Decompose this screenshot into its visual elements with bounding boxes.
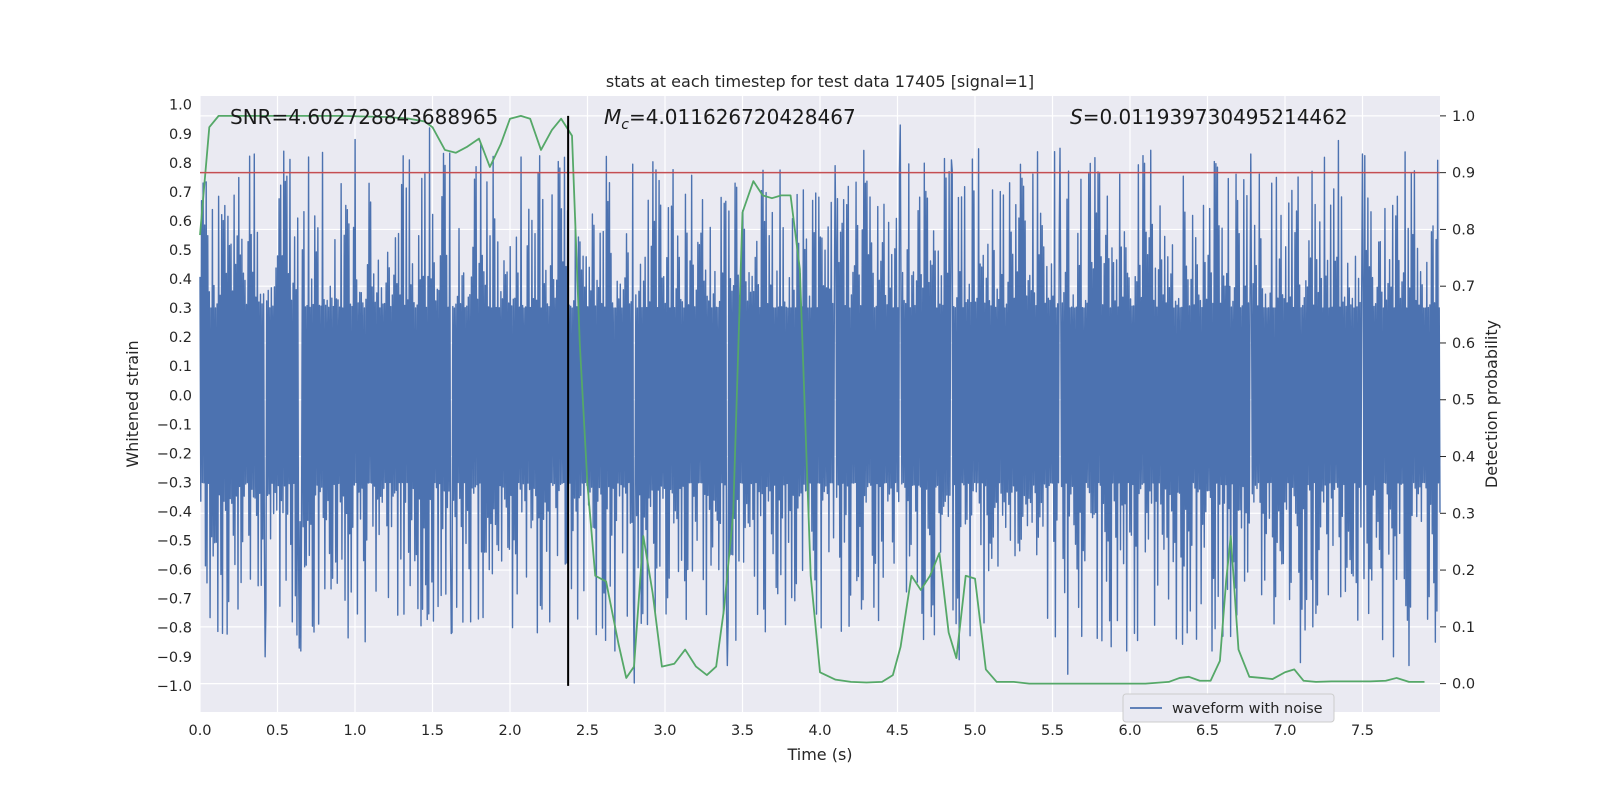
left-y-tick-label: −0.1	[157, 417, 192, 433]
left-y-tick-label: 0.5	[169, 243, 192, 259]
x-tick-label: 7.5	[1351, 723, 1374, 739]
x-tick-label: 3.5	[731, 723, 754, 739]
left-y-tick-label: 0.2	[169, 330, 192, 346]
left-y-tick-label: −0.8	[157, 621, 192, 637]
left-y-axis-ticks: 1.0 0.9 0.8 0.7 0.6 0.5 0.4 0.3 0.2 0.1 0.0 −0.1 −0.…	[157, 98, 192, 695]
left-y-tick-label: −1.0	[157, 679, 192, 695]
legend-label: waveform with noise	[1172, 701, 1323, 717]
left-y-tick-label: 0.9	[169, 127, 192, 143]
left-y-tick-label: 0.0	[169, 388, 192, 404]
right-y-tick-label: 0.8	[1452, 222, 1475, 238]
waveform-line	[199, 124, 1441, 684]
right-y-tick-label: 0.2	[1452, 563, 1475, 579]
right-y-tick-label: 0.1	[1452, 620, 1475, 636]
x-tick-label: 5.0	[963, 723, 986, 739]
left-y-tick-label: 0.3	[169, 301, 192, 317]
left-y-tick-label: −0.2	[157, 446, 192, 462]
x-tick-label: 2.0	[498, 723, 521, 739]
x-tick-label: 2.5	[576, 723, 599, 739]
x-tick-label: 0.5	[266, 723, 289, 739]
legend: waveform with noise	[1122, 693, 1335, 723]
left-y-tick-label: −0.9	[157, 650, 192, 666]
left-y-tick-label: −0.5	[157, 534, 192, 550]
right-y-axis-label: Detection probability	[1482, 320, 1501, 488]
right-y-tick-label: 0.9	[1452, 166, 1475, 182]
chirp-mass-value: =4.011626720428467	[629, 105, 856, 129]
left-y-tick-label: −0.3	[157, 475, 192, 491]
spin-annotation: S=0.011939730495214462	[1070, 105, 1348, 129]
x-tick-label: 3.0	[653, 723, 676, 739]
right-y-tick-label: 0.6	[1452, 336, 1475, 352]
right-y-tick-label: 0.7	[1452, 279, 1475, 295]
spin-symbol: S	[1070, 105, 1083, 129]
left-y-tick-label: 0.8	[169, 156, 192, 172]
chirp-mass-annotation: Mc=4.011626720428467	[604, 105, 856, 133]
snr-annotation: SNR=4.602728843688965	[230, 105, 498, 129]
x-axis-label: Time (s)	[786, 745, 852, 764]
left-y-tick-label: 0.4	[169, 272, 192, 288]
chirp-mass-subscript: c	[621, 117, 629, 133]
x-tick-label: 0.0	[188, 723, 211, 739]
left-y-tick-label: −0.6	[157, 563, 192, 579]
x-tick-label: 7.0	[1273, 723, 1296, 739]
chirp-mass-symbol: M	[604, 105, 621, 129]
right-y-axis-ticks: 1.0 0.9 0.8 0.7 0.6 0.5 0.4 0.3 0.2 0.1 0.0	[1440, 109, 1475, 693]
left-y-tick-label: 0.7	[169, 185, 192, 201]
x-tick-label: 4.5	[886, 723, 909, 739]
x-tick-label: 6.0	[1118, 723, 1141, 739]
x-tick-label: 4.0	[808, 723, 831, 739]
right-y-tick-label: 0.0	[1452, 677, 1475, 693]
waveform-series	[199, 124, 1441, 684]
x-tick-label: 1.5	[421, 723, 444, 739]
left-y-tick-label: 0.6	[169, 214, 192, 230]
legend-box	[1122, 693, 1335, 723]
right-y-tick-label: 0.3	[1452, 506, 1475, 522]
x-tick-label: 6.5	[1196, 723, 1219, 739]
detection-probability-series	[199, 114, 1425, 685]
x-tick-label: 1.0	[343, 723, 366, 739]
left-y-tick-label: 0.1	[169, 359, 192, 375]
x-tick-label: 5.5	[1041, 723, 1064, 739]
right-y-tick-label: 0.5	[1452, 393, 1475, 409]
right-y-tick-label: 0.4	[1452, 450, 1475, 466]
left-y-tick-label: −0.4	[157, 505, 192, 521]
left-y-tick-label: 1.0	[169, 98, 192, 114]
left-y-tick-label: −0.7	[157, 592, 192, 608]
spin-value: =0.011939730495214462	[1083, 105, 1348, 129]
x-axis-ticks: 0.0 0.5 1.0 1.5 2.0 2.5 3.0 3.5 4.0 4.5 5.0 5.5 6.0 6…	[188, 723, 1374, 739]
right-y-tick-label: 1.0	[1452, 109, 1475, 125]
detection-probability-line	[199, 114, 1425, 685]
chart-title: stats at each timestep for test data 174…	[606, 72, 1034, 91]
left-y-axis-label: Whitened strain	[123, 340, 142, 467]
